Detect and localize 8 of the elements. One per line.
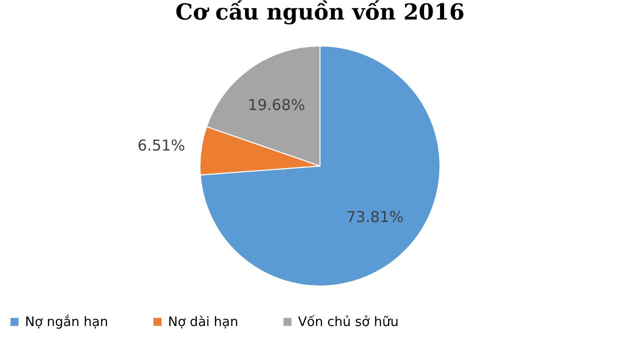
pie-slice — [200, 46, 440, 286]
data-label: 6.51% — [138, 136, 186, 154]
legend-label: Nợ dài hạn — [168, 314, 238, 330]
data-label: 73.81% — [346, 208, 404, 226]
legend-label: Vốn chủ sở hữu — [298, 314, 399, 330]
legend-label: Nợ ngắn hạn — [25, 314, 108, 330]
data-label: 19.68% — [248, 96, 306, 114]
chart-title: Cơ cấu nguồn vốn 2016 — [175, 0, 465, 26]
